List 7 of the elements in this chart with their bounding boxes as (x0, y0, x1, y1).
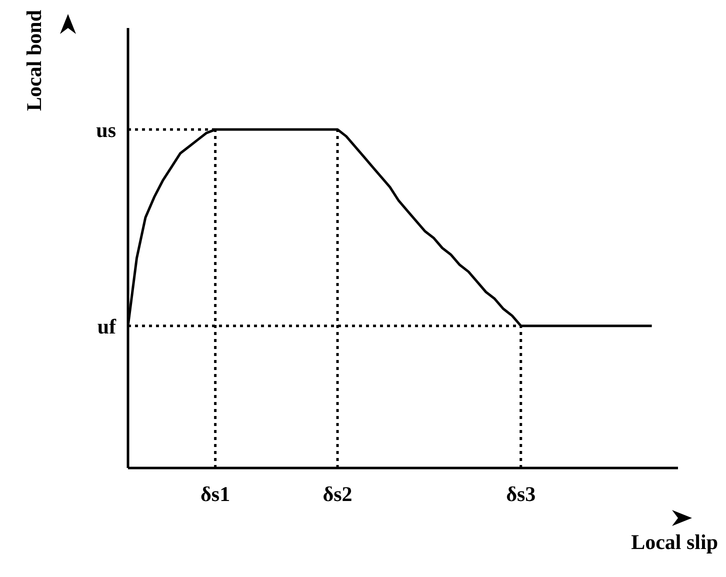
y-axis-title: Local bond (22, 10, 47, 113)
x-tick-label: δs2 (322, 482, 352, 506)
ref-line-label: us (96, 118, 116, 142)
x-tick-label: δs3 (506, 482, 536, 506)
ref-line-label: uf (97, 314, 117, 338)
x-tick-label: δs1 (200, 482, 230, 506)
x-axis-title: Local slip (631, 530, 718, 555)
